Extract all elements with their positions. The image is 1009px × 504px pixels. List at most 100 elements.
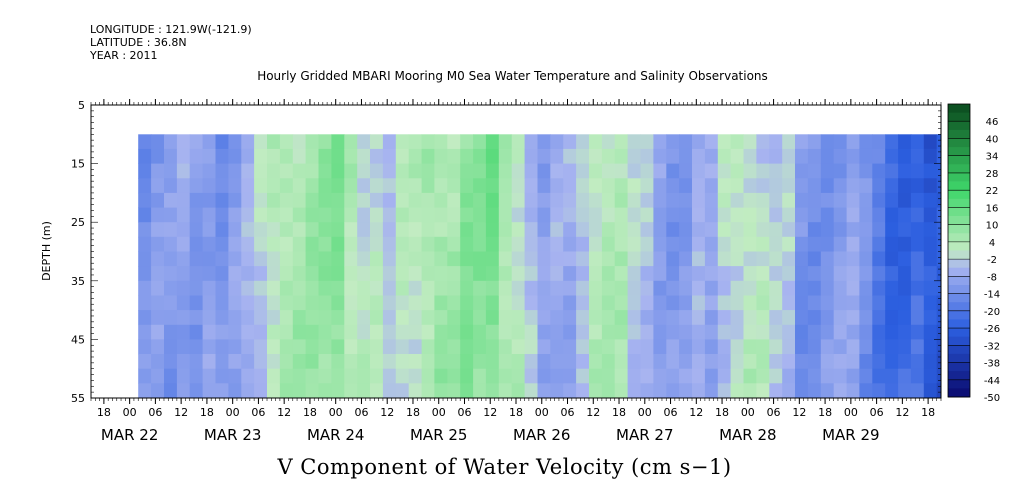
heatmap-cell (627, 295, 641, 311)
x-day-label: MAR 26 (513, 426, 570, 444)
heatmap-cell (833, 310, 847, 326)
x-hour-tick-label: 00 (741, 406, 755, 419)
heatmap-cell (666, 236, 680, 252)
heatmap-cell (653, 280, 667, 296)
heatmap-cell (692, 148, 706, 164)
heatmap-cell (382, 178, 397, 194)
heatmap-cell (795, 280, 809, 296)
colorbar-band (948, 353, 970, 363)
heatmap-cell (382, 339, 397, 355)
heatmap-cell (344, 178, 358, 194)
heatmap-cell (176, 295, 191, 311)
heatmap-cell (653, 266, 667, 282)
heatmap-cell (563, 280, 577, 296)
heatmap-cell (756, 339, 770, 355)
heatmap-cell (859, 163, 873, 179)
heatmap-cell (473, 178, 487, 194)
colorbar-band (948, 129, 970, 139)
heatmap-cell (601, 280, 616, 296)
heatmap-cell (176, 383, 191, 399)
heatmap-cell (176, 324, 191, 340)
heatmap-cell (923, 383, 938, 399)
heatmap-cell (408, 324, 422, 340)
heatmap-cell (730, 207, 744, 223)
heatmap-cell (357, 310, 371, 326)
heatmap-cell (769, 236, 783, 252)
heatmap-cell (498, 368, 513, 384)
heatmap-cell (537, 134, 551, 150)
heatmap-cell (164, 222, 178, 238)
heatmap-cell (679, 134, 693, 150)
heatmap-cell (421, 134, 435, 150)
heatmap-cell (202, 310, 216, 326)
heatmap-cell (550, 310, 564, 326)
heatmap-cell (498, 324, 513, 340)
heatmap-cell (704, 251, 719, 267)
heatmap-cell (138, 178, 152, 194)
heatmap-cell (872, 222, 886, 238)
heatmap-cell (846, 192, 860, 208)
heatmap-cell (485, 266, 500, 282)
heatmap-cell (228, 354, 242, 370)
heatmap-cell (550, 192, 564, 208)
heatmap-cell (627, 368, 641, 384)
heatmap-cell (357, 339, 371, 355)
heatmap-cell (640, 310, 654, 326)
heatmap-cell (279, 354, 294, 370)
heatmap-cell (692, 236, 706, 252)
heatmap-cell (769, 222, 783, 238)
heatmap-cell (305, 266, 319, 282)
heatmap-cell (537, 354, 551, 370)
heatmap-cell (846, 383, 860, 399)
heatmap-cell (241, 163, 255, 179)
heatmap-cell (885, 222, 899, 238)
heatmap-cell (640, 251, 654, 267)
heatmap-cell (576, 266, 590, 282)
heatmap-cell (254, 368, 268, 384)
heatmap-cell (176, 310, 191, 326)
heatmap-cell (833, 192, 847, 208)
heatmap-cell (846, 280, 860, 296)
heatmap-cell (563, 178, 577, 194)
heatmap-cell (923, 310, 938, 326)
heatmap-cell (666, 383, 680, 399)
heatmap-cell (692, 295, 706, 311)
heatmap-cell (756, 148, 770, 164)
heatmap-cell (370, 192, 384, 208)
heatmap-cell (305, 148, 319, 164)
heatmap-cell (795, 178, 809, 194)
heatmap-cell (202, 134, 216, 150)
heatmap-cell (692, 368, 706, 384)
heatmap-cell (228, 295, 242, 311)
colorbar-label: -38 (984, 359, 1000, 370)
heatmap-cell (344, 148, 358, 164)
heatmap-cell (215, 148, 229, 164)
heatmap-cell (485, 134, 500, 150)
heatmap-cell (795, 222, 809, 238)
heatmap-cell (910, 236, 925, 252)
heatmap-cell (833, 178, 847, 194)
heatmap-cell (421, 295, 435, 311)
heatmap-cell (408, 236, 422, 252)
heatmap-cell (717, 354, 732, 370)
heatmap-cell (395, 339, 410, 355)
heatmap-cell (576, 178, 590, 194)
heatmap-cell (254, 266, 268, 282)
heatmap-cell (692, 339, 706, 355)
heatmap-cell (460, 354, 474, 370)
heatmap-cell (576, 148, 590, 164)
heatmap-cell (807, 368, 822, 384)
colorbar-label: -32 (984, 341, 1000, 352)
heatmap-cell (807, 192, 822, 208)
heatmap-cell (292, 178, 307, 194)
heatmap-cell (550, 339, 564, 355)
heatmap-cell (859, 251, 873, 267)
x-day-label: MAR 29 (822, 426, 879, 444)
heatmap-cell (370, 368, 384, 384)
heatmap-cell (138, 163, 152, 179)
colorbar-band (948, 121, 970, 131)
heatmap-cell (640, 236, 654, 252)
heatmap-cell (679, 295, 693, 311)
heatmap-cell (151, 324, 165, 340)
heatmap-cell (640, 383, 654, 399)
